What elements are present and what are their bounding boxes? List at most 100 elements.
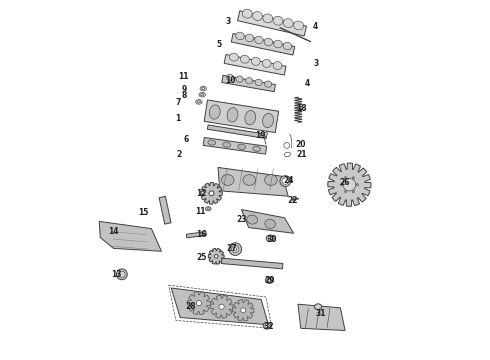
Text: 9: 9: [181, 85, 186, 94]
Ellipse shape: [234, 248, 237, 251]
Text: 11: 11: [178, 72, 189, 81]
Ellipse shape: [268, 278, 271, 282]
Text: 20: 20: [295, 140, 306, 149]
Text: 27: 27: [226, 244, 237, 253]
Ellipse shape: [315, 304, 321, 310]
Polygon shape: [238, 11, 306, 36]
Text: 21: 21: [296, 150, 307, 159]
Ellipse shape: [266, 277, 273, 283]
Ellipse shape: [226, 74, 234, 81]
Text: 4: 4: [304, 79, 310, 88]
Ellipse shape: [356, 184, 358, 186]
Text: 19: 19: [255, 131, 266, 140]
Ellipse shape: [229, 243, 242, 256]
Ellipse shape: [265, 219, 275, 229]
Ellipse shape: [205, 207, 211, 211]
Ellipse shape: [219, 304, 224, 309]
Ellipse shape: [352, 190, 354, 193]
Text: 23: 23: [237, 215, 247, 224]
Text: 11: 11: [195, 207, 206, 216]
Polygon shape: [171, 288, 269, 325]
Text: 18: 18: [296, 104, 307, 113]
Text: 31: 31: [316, 310, 326, 319]
Text: 13: 13: [111, 270, 122, 279]
Polygon shape: [203, 138, 267, 154]
Ellipse shape: [117, 269, 127, 280]
Ellipse shape: [243, 175, 256, 185]
Polygon shape: [231, 33, 294, 55]
Ellipse shape: [245, 34, 254, 42]
Text: 14: 14: [108, 228, 119, 237]
Ellipse shape: [341, 184, 343, 186]
Ellipse shape: [241, 55, 249, 63]
Ellipse shape: [265, 175, 277, 185]
Ellipse shape: [241, 308, 245, 313]
Text: 3: 3: [225, 17, 231, 26]
Text: 24: 24: [283, 176, 294, 185]
Ellipse shape: [264, 38, 273, 46]
Ellipse shape: [344, 180, 354, 189]
Polygon shape: [99, 221, 162, 251]
Text: 29: 29: [265, 276, 275, 284]
Ellipse shape: [294, 21, 303, 30]
Polygon shape: [159, 196, 171, 224]
Polygon shape: [232, 300, 254, 321]
Ellipse shape: [238, 144, 245, 149]
Polygon shape: [221, 258, 283, 269]
Ellipse shape: [232, 246, 239, 253]
Ellipse shape: [201, 94, 204, 96]
Ellipse shape: [266, 235, 274, 242]
Ellipse shape: [196, 301, 201, 306]
Ellipse shape: [265, 324, 269, 328]
Ellipse shape: [292, 198, 295, 201]
Text: 12: 12: [196, 189, 206, 198]
Ellipse shape: [273, 40, 282, 48]
Text: 8: 8: [181, 91, 187, 100]
Text: 1: 1: [175, 114, 180, 122]
Ellipse shape: [255, 79, 262, 86]
Text: 4: 4: [313, 22, 318, 31]
Text: 3: 3: [314, 59, 319, 68]
Ellipse shape: [215, 255, 218, 258]
Polygon shape: [186, 231, 206, 238]
Ellipse shape: [344, 190, 346, 193]
Text: 6: 6: [184, 135, 189, 144]
Ellipse shape: [223, 142, 231, 147]
Ellipse shape: [236, 32, 244, 40]
Text: 26: 26: [340, 178, 350, 187]
Ellipse shape: [209, 105, 220, 119]
Ellipse shape: [252, 12, 263, 21]
Text: 16: 16: [196, 230, 206, 239]
Ellipse shape: [263, 113, 273, 128]
Polygon shape: [210, 295, 233, 318]
Text: 28: 28: [186, 302, 196, 311]
Ellipse shape: [242, 9, 252, 18]
Ellipse shape: [247, 215, 258, 224]
Text: 32: 32: [264, 322, 274, 331]
Ellipse shape: [265, 81, 272, 87]
Polygon shape: [207, 125, 267, 139]
Ellipse shape: [352, 177, 354, 179]
Ellipse shape: [196, 100, 202, 104]
Polygon shape: [328, 163, 371, 206]
Text: 2: 2: [177, 150, 182, 159]
Text: 15: 15: [138, 207, 148, 217]
Ellipse shape: [283, 19, 293, 28]
Text: 22: 22: [288, 196, 298, 204]
Ellipse shape: [236, 76, 243, 82]
Text: 5: 5: [217, 40, 221, 49]
Ellipse shape: [207, 208, 210, 210]
Ellipse shape: [199, 93, 205, 97]
Text: 10: 10: [225, 76, 236, 85]
Ellipse shape: [273, 62, 282, 69]
Polygon shape: [224, 55, 286, 75]
Polygon shape: [201, 183, 222, 204]
Ellipse shape: [263, 14, 273, 23]
Ellipse shape: [227, 108, 238, 122]
Text: 30: 30: [266, 235, 276, 244]
Ellipse shape: [255, 36, 263, 44]
Ellipse shape: [209, 191, 214, 196]
Polygon shape: [208, 248, 224, 264]
Ellipse shape: [221, 175, 234, 185]
Polygon shape: [187, 292, 210, 315]
